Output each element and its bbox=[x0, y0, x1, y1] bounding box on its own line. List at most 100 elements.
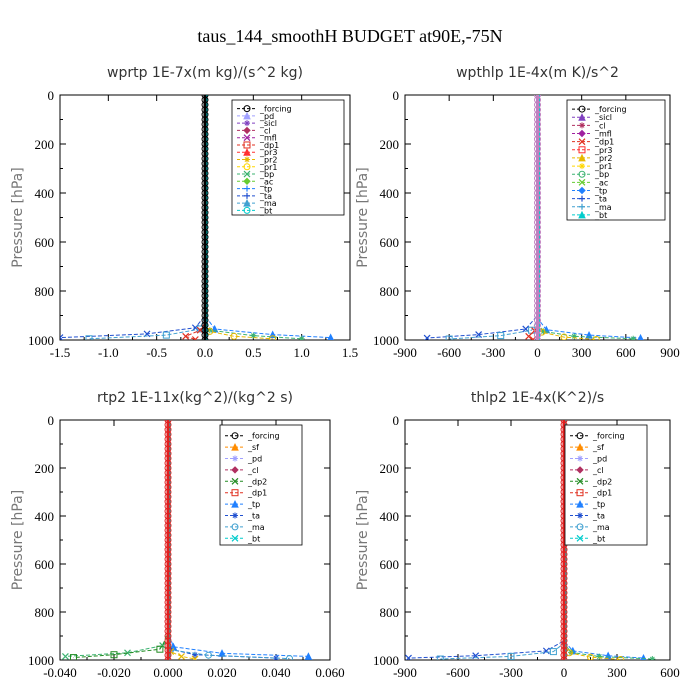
legend-marker bbox=[244, 192, 250, 199]
data-point bbox=[560, 565, 568, 573]
data-point bbox=[201, 248, 209, 256]
legend-label: _dp1 bbox=[247, 489, 267, 498]
data-point bbox=[534, 321, 541, 329]
x-tick-label: -0.5 bbox=[146, 345, 167, 360]
data-point bbox=[164, 637, 172, 645]
data-point bbox=[201, 282, 209, 290]
data-point bbox=[164, 570, 172, 578]
x-tick-label: 0.020 bbox=[207, 665, 236, 680]
data-point bbox=[534, 297, 541, 305]
data-point bbox=[534, 302, 541, 310]
data-point bbox=[560, 632, 568, 640]
legend-label: _dp2 bbox=[247, 477, 267, 486]
y-tick-label: 600 bbox=[380, 557, 400, 572]
data-point bbox=[201, 150, 209, 158]
data-point bbox=[162, 331, 170, 339]
data-point bbox=[201, 160, 209, 168]
data-point bbox=[164, 541, 172, 549]
data-point bbox=[164, 603, 172, 611]
legend-label: _mfl bbox=[594, 130, 612, 139]
data-point bbox=[560, 603, 568, 611]
data-point bbox=[201, 96, 209, 104]
data-point bbox=[534, 248, 541, 256]
y-tick-label: 800 bbox=[35, 605, 55, 620]
legend-label: _forcing bbox=[594, 105, 627, 114]
data-point bbox=[568, 649, 575, 656]
data-point bbox=[534, 165, 541, 172]
data-point bbox=[560, 627, 568, 635]
data-point bbox=[206, 327, 213, 334]
legend-marker bbox=[243, 141, 251, 149]
legend-label: _pd bbox=[259, 112, 274, 121]
data-point bbox=[164, 464, 172, 472]
legend-marker bbox=[576, 523, 584, 531]
y-axis-label: Pressure [hPa] bbox=[10, 490, 26, 590]
legend-label: _bp bbox=[259, 170, 274, 179]
data-point bbox=[230, 332, 238, 340]
data-point bbox=[60, 334, 64, 340]
data-point bbox=[201, 307, 209, 315]
data-point bbox=[164, 421, 172, 429]
chart-title: rtp2 1E-11x(kg^2)/(kg^2 s) bbox=[97, 390, 293, 406]
x-tick-label: -300 bbox=[481, 345, 505, 360]
data-point bbox=[534, 307, 541, 315]
legend: _forcing_sicl_cl_mfl_dp1_pr3_pr2_pr1_bp_… bbox=[566, 99, 666, 221]
legend-label: _mfl bbox=[259, 134, 277, 143]
data-point bbox=[534, 336, 541, 340]
data-point bbox=[201, 135, 209, 143]
x-tick-label: 0 bbox=[561, 665, 568, 680]
legend-marker bbox=[579, 203, 585, 210]
data-point bbox=[164, 598, 172, 606]
data-point bbox=[549, 648, 557, 656]
y-tick-label: 400 bbox=[35, 186, 55, 201]
data-point bbox=[534, 277, 541, 285]
x-tick-label: 0.0 bbox=[197, 345, 213, 360]
data-point bbox=[164, 459, 172, 467]
legend-marker bbox=[244, 120, 250, 127]
legend-marker bbox=[577, 512, 583, 519]
data-point bbox=[534, 263, 541, 270]
series-line-dp1 bbox=[65, 420, 169, 657]
x-tick-label: -900 bbox=[393, 665, 417, 680]
legend-label: _forcing bbox=[592, 432, 625, 441]
series-line-cl bbox=[563, 420, 621, 660]
data-point bbox=[560, 642, 568, 650]
y-tick-label: 400 bbox=[380, 509, 400, 524]
legend-label: _ta bbox=[592, 512, 605, 521]
series-line-ta bbox=[60, 95, 206, 339]
legend-marker bbox=[578, 129, 586, 138]
chart-panel-4: thlp2 1E-4x(K^2)/s Pressure [hPa] -900 -600… bbox=[355, 390, 680, 680]
legend-marker bbox=[578, 138, 586, 146]
data-point bbox=[164, 445, 172, 453]
legend-label: _tp bbox=[592, 500, 605, 509]
series-line-ta bbox=[427, 95, 538, 339]
data-point bbox=[405, 654, 412, 660]
legend-box bbox=[219, 424, 303, 546]
panels: wprtp 1E-7x(m kg)/(s^2 kg) Pressure [hPa]… bbox=[10, 65, 680, 680]
data-point bbox=[560, 579, 568, 587]
x-tick-label: -1.5 bbox=[50, 345, 71, 360]
data-point bbox=[617, 656, 625, 660]
data-point bbox=[201, 111, 209, 119]
legend-label: _ac bbox=[259, 177, 273, 186]
data-point bbox=[164, 560, 172, 568]
data-point bbox=[637, 333, 644, 340]
legend-marker bbox=[243, 148, 251, 156]
data-point bbox=[534, 184, 541, 192]
data-point bbox=[534, 130, 541, 138]
legend-marker bbox=[579, 163, 585, 170]
y-tick-label: 1000 bbox=[373, 333, 399, 348]
x-tick-label: -600 bbox=[446, 665, 470, 680]
legend: _forcing _sf _pd _cl _dp2 _dp1 _tp _ta _ma _bt bbox=[564, 424, 648, 546]
data-point bbox=[201, 277, 209, 285]
data-point bbox=[201, 204, 209, 212]
legend-label: _cl bbox=[247, 466, 259, 475]
y-tick-label: 800 bbox=[380, 605, 400, 620]
legend-label: _dp2 bbox=[592, 477, 612, 486]
series-line-dp2 bbox=[73, 420, 169, 659]
data-point bbox=[497, 332, 505, 340]
data-point bbox=[201, 297, 209, 305]
data-point bbox=[560, 594, 568, 602]
data-point bbox=[191, 336, 199, 340]
data-point bbox=[201, 223, 209, 231]
